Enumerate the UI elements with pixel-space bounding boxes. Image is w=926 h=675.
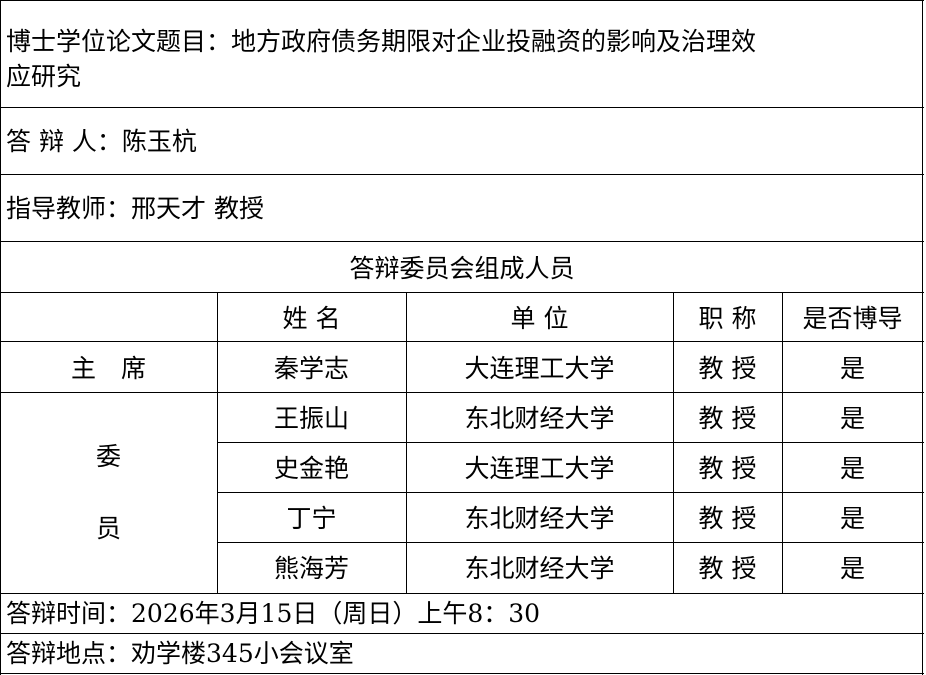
candidate-label: 答 辩 人：: [6, 127, 122, 156]
thesis-title: 博士学位论文题目：地方政府债务期限对企业投融资的影响及治理效: [6, 27, 756, 57]
advisor-name: 邢天才 教授: [131, 194, 264, 223]
divider: [217, 442, 924, 443]
member-unit: 东北财经大学: [464, 404, 615, 433]
defense-place-row: 答辩地点：劝学楼345小会议室: [6, 639, 354, 669]
thesis-title-line1: 地方政府债务期限对企业投融资的影响及治理效: [231, 27, 757, 56]
col-divider: [406, 292, 407, 593]
col-divider: [217, 292, 218, 593]
divider: [0, 292, 924, 293]
member-title: 教 授: [698, 454, 757, 483]
member-name: 秦学志: [273, 354, 349, 383]
divider: [217, 542, 924, 543]
member-title: 教 授: [698, 554, 757, 583]
col-divider: [782, 292, 783, 593]
member-unit: 大连理工大学: [464, 454, 615, 483]
column-header-name: 姓 名: [282, 304, 341, 333]
column-header-unit: 单 位: [510, 304, 569, 333]
member-phd: 是: [839, 354, 865, 383]
divider: [0, 392, 924, 393]
member-title: 教 授: [698, 354, 757, 383]
defense-place-value: 劝学楼345小会议室: [131, 639, 354, 668]
member-name: 史金艳: [273, 454, 349, 483]
member-name: 王振山: [273, 404, 349, 433]
column-header-phd: 是否博导: [802, 304, 903, 333]
divider: [0, 341, 924, 342]
member-phd: 是: [839, 454, 865, 483]
advisor-row: 指导教师：邢天才 教授: [6, 194, 264, 224]
divider: [217, 492, 924, 493]
member-label: 员: [95, 514, 121, 543]
divider: [0, 593, 924, 594]
border-right: [922, 0, 923, 675]
divider: [0, 673, 924, 674]
divider: [0, 107, 924, 108]
member-label: 委: [95, 442, 121, 471]
defense-place-label: 答辩地点：: [6, 639, 132, 668]
candidate-row: 答 辩 人：陈玉杭: [6, 127, 197, 157]
member-phd: 是: [839, 554, 865, 583]
col-divider: [673, 292, 674, 593]
member-title: 教 授: [698, 404, 757, 433]
member-title: 教 授: [698, 504, 757, 533]
thesis-title-label: 博士学位论文题目：: [6, 27, 232, 56]
divider: [0, 174, 924, 175]
thesis-title-line2: 应研究: [6, 62, 82, 91]
member-phd: 是: [839, 404, 865, 433]
defense-time-row: 答辩时间：2026年3月15日（周日）上午8：30: [6, 599, 540, 629]
divider: [0, 241, 924, 242]
border-left: [0, 0, 1, 675]
committee-heading: 答辩委员会组成人员: [349, 254, 575, 283]
defense-time-label: 答辩时间：: [6, 599, 132, 628]
member-name: 丁宁: [286, 504, 337, 533]
member-unit: 大连理工大学: [464, 354, 615, 383]
advisor-label: 指导教师：: [6, 194, 132, 223]
chair-label: 主 席: [70, 354, 146, 383]
divider: [0, 633, 924, 634]
member-name: 熊海芳: [273, 554, 349, 583]
member-unit: 东北财经大学: [464, 554, 615, 583]
defense-time-value: 2026年3月15日（周日）上午8：30: [131, 599, 541, 628]
candidate-name: 陈玉杭: [121, 127, 197, 156]
member-unit: 东北财经大学: [464, 504, 615, 533]
column-header-title: 职 称: [698, 304, 757, 333]
divider: [0, 0, 924, 1]
member-phd: 是: [839, 504, 865, 533]
